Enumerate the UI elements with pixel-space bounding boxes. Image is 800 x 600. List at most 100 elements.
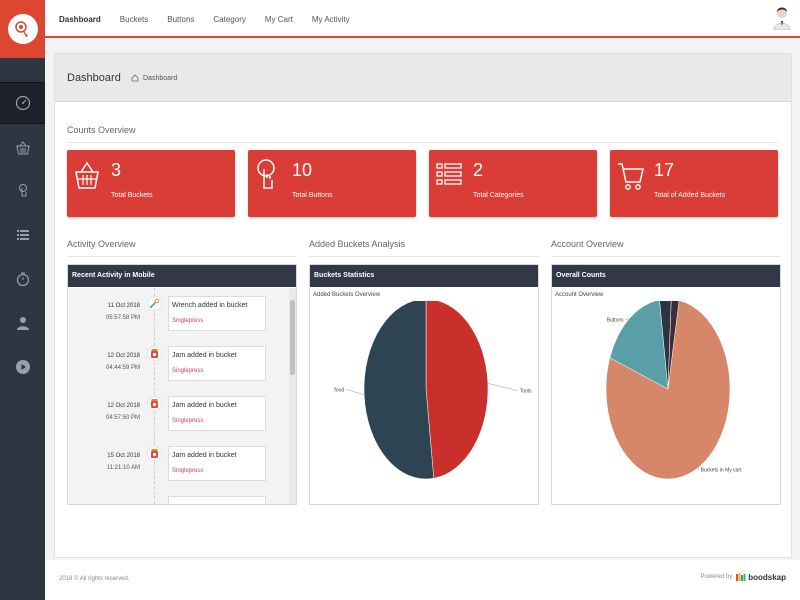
pie-leader-line [346, 389, 365, 395]
scrollbar-thumb[interactable] [290, 300, 295, 375]
wrench-icon [147, 296, 162, 311]
divider [551, 256, 781, 257]
touch-button-icon [18, 184, 27, 197]
activity-subtitle: Singlepress [172, 368, 204, 374]
activity-date: 11 Oct 2018 [107, 303, 140, 309]
pie-slice-buckets-in-my-cart[interactable] [605, 301, 731, 480]
activity-item[interactable]: 12 Oct 2018 04:44:59 PM Jam added in buc… [68, 346, 296, 386]
buckets-panel-title: Buckets Statistics [310, 265, 538, 287]
footer: 2018 © All rights reserved. Powered by b… [45, 560, 800, 600]
pie-leader-line [625, 318, 630, 320]
stat-value: 10 [292, 160, 313, 180]
jam-jar-icon [147, 446, 162, 461]
buckets-statistics-panel: Buckets Statistics Added Buckets Overvie… [309, 264, 539, 505]
pie-label: Buttons [607, 317, 624, 323]
play-icon [15, 360, 30, 374]
activity-date: 12 Oct 2018 [107, 353, 140, 359]
main-nav: Dashboard Buckets Buttons Category My Ca… [59, 0, 369, 38]
activity-panel: Recent Activity in Mobile 11 Oct 2018 05… [67, 264, 297, 505]
dashboard-gauge-icon [15, 95, 30, 111]
activity-item[interactable]: 11 Oct 2018 05:57:58 PM Wrench added in … [68, 296, 296, 336]
activity-card: Jam added in bucket Singlepress [168, 446, 266, 481]
pie-slice-food[interactable] [363, 301, 435, 480]
sidebar-item-category[interactable] [0, 214, 45, 256]
copyright-text: 2018 © All rights reserved. [59, 576, 130, 582]
pie-label: food [334, 387, 344, 393]
pie-leader-line [487, 383, 518, 391]
pie-slice-tools[interactable] [425, 301, 489, 479]
activity-card: Wrench added in bucket Singlepress [168, 296, 266, 331]
sidebar-item-play[interactable] [0, 346, 45, 388]
cart-icon [618, 163, 644, 190]
sidebar-item-dashboard[interactable] [0, 82, 45, 124]
stat-card-buttons[interactable]: 10 Total Buttons [248, 150, 416, 217]
nav-buckets[interactable]: Buckets [119, 14, 149, 24]
timer-icon [16, 272, 29, 287]
nav-category[interactable]: Category [213, 14, 246, 24]
touch-button-icon [257, 159, 275, 189]
brand-logo-icon [736, 573, 746, 581]
stat-card-buckets[interactable]: 3 Total Buckets [67, 150, 235, 217]
activity-overview-title: Activity Overview [67, 239, 136, 249]
activity-subtitle: Singlepress [172, 318, 204, 324]
nav-dashboard[interactable]: Dashboard [59, 14, 101, 24]
activity-item[interactable]: 15 Oct 2018 11:21:10 AM Jam added in buc… [68, 446, 296, 486]
stat-value: 2 [473, 160, 484, 180]
overall-counts-panel: Overall Counts Account Overview Buckets … [551, 264, 781, 505]
brand-name[interactable]: boodskap [748, 572, 786, 582]
buckets-pie-chart[interactable]: Tools food [310, 301, 538, 506]
divider [67, 142, 779, 143]
content-card: Dashboard Dashboard Counts Overview 3 To… [54, 53, 792, 558]
account-panel-title: Overall Counts [552, 265, 780, 287]
activity-scrollbar[interactable] [289, 288, 296, 504]
sidebar-item-users[interactable] [0, 302, 45, 344]
list-icon [436, 163, 462, 185]
basket-icon [75, 161, 99, 189]
activity-title: Jam added in bucket [172, 452, 237, 459]
user-avatar[interactable] [772, 6, 792, 30]
pie-slice-buckets[interactable] [659, 301, 672, 390]
page-title: Dashboard [67, 72, 121, 84]
nav-my-activity[interactable]: My Activity [311, 14, 350, 24]
stat-card-categories[interactable]: 2 Total Categories [429, 150, 597, 217]
activity-time: 04:44:59 PM [105, 365, 140, 371]
stat-card-added-buckets[interactable]: 17 Total of Added Buckets [610, 150, 778, 217]
activity-time: 11:21:10 AM [106, 465, 140, 471]
breadcrumb-dashboard[interactable]: Dashboard [143, 74, 178, 82]
activity-item[interactable]: 12 Oct 2018 04:57:50 PM Jam added in buc… [68, 396, 296, 436]
pie-label: Tools [520, 389, 532, 395]
divider [67, 256, 297, 257]
nav-my-cart[interactable]: My Cart [264, 14, 293, 24]
stat-value: 17 [654, 160, 675, 180]
stat-value: 3 [111, 160, 122, 180]
stat-label: Total Categories [473, 192, 524, 199]
sidebar-item-buttons[interactable] [0, 170, 45, 212]
counts-overview-title: Counts Overview [67, 125, 136, 135]
home-icon [131, 74, 139, 82]
buckets-chart-title: Added Buckets Overview [313, 292, 381, 298]
sidebar-item-buckets[interactable] [0, 127, 45, 169]
sidebar-item-activity[interactable] [0, 258, 45, 300]
jam-jar-icon [147, 396, 162, 411]
account-overview-title: Account Overview [551, 239, 624, 249]
activity-date: 12 Oct 2018 [107, 403, 140, 409]
activity-time: 04:57:50 PM [105, 415, 140, 421]
pie-slice-buttons[interactable] [609, 301, 669, 390]
user-icon [16, 317, 29, 330]
sidebar [0, 0, 45, 600]
logo-icon [7, 14, 38, 44]
powered-by: Powered by boodskap [701, 572, 786, 582]
added-buckets-analysis-title: Added Buckets Analysis [309, 239, 406, 249]
app-logo[interactable] [0, 0, 45, 58]
activity-timeline[interactable]: 11 Oct 2018 05:57:58 PM Wrench added in … [68, 288, 296, 504]
activity-time: 05:57:58 PM [105, 315, 140, 321]
pie-slice-category[interactable] [667, 301, 680, 390]
activity-card: Jam added in bucket Singlepress [168, 396, 266, 431]
activity-subtitle: Singlepress [172, 468, 204, 474]
account-pie-chart[interactable]: Buckets in My cartButtonsBucketsCategory [552, 301, 780, 506]
jam-jar-icon [147, 346, 162, 361]
nav-buttons[interactable]: Buttons [167, 14, 195, 24]
activity-panel-title: Recent Activity in Mobile [68, 265, 296, 287]
list-icon [16, 230, 29, 240]
basket-icon [15, 141, 30, 155]
